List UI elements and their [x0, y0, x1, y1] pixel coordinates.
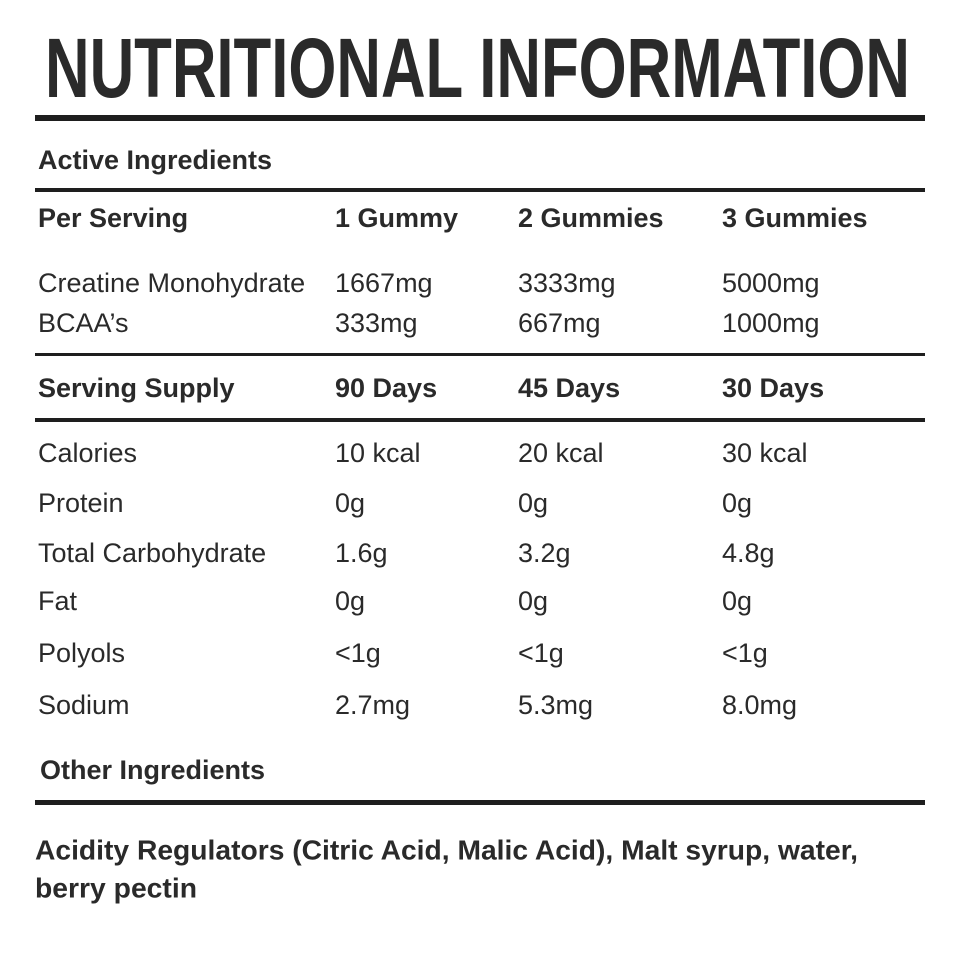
- cell: 0g: [335, 488, 365, 518]
- cell: 5000mg: [722, 268, 820, 298]
- cell: 45 Days: [518, 373, 620, 403]
- ingredients-line: Acidity Regulators (Citric Acid, Malic A…: [35, 834, 858, 865]
- cell: 30 kcal: [722, 438, 808, 468]
- cell: 3333mg: [518, 268, 616, 298]
- row-label: Protein: [38, 488, 124, 518]
- cell: 3 Gummies: [722, 203, 868, 233]
- row-label: Per Serving: [38, 203, 188, 233]
- row-label: Polyols: [38, 638, 125, 668]
- cell: 90 Days: [335, 373, 437, 403]
- row-label: Serving Supply: [38, 373, 235, 403]
- row-label: Total Carbohydrate: [38, 538, 266, 568]
- cell: 30 Days: [722, 373, 824, 403]
- title: NUTRITIONAL INFORMATION: [45, 21, 910, 115]
- cell: 333mg: [335, 308, 418, 338]
- row-label: Sodium: [38, 690, 130, 720]
- row-label: Creatine Monohydrate: [38, 268, 305, 298]
- cell: 0g: [518, 488, 548, 518]
- cell: 667mg: [518, 308, 601, 338]
- cell: 1000mg: [722, 308, 820, 338]
- cell: 8.0mg: [722, 690, 797, 720]
- cell: 1667mg: [335, 268, 433, 298]
- cell: 2 Gummies: [518, 203, 664, 233]
- cell: 3.2g: [518, 538, 571, 568]
- cell: <1g: [722, 638, 768, 668]
- rule: [35, 188, 925, 192]
- cell: 1 Gummy: [335, 203, 458, 233]
- cell: <1g: [335, 638, 381, 668]
- cell: 0g: [722, 586, 752, 616]
- cell: 10 kcal: [335, 438, 421, 468]
- row-label: BCAA’s: [38, 308, 129, 338]
- cell: 1.6g: [335, 538, 388, 568]
- row-label: Calories: [38, 438, 137, 468]
- rule: [35, 353, 925, 356]
- section-heading: Active Ingredients: [38, 145, 272, 175]
- ingredients-line: berry pectin: [35, 872, 197, 903]
- cell: 0g: [335, 586, 365, 616]
- cell: 2.7mg: [335, 690, 410, 720]
- cell: 5.3mg: [518, 690, 593, 720]
- cell: <1g: [518, 638, 564, 668]
- rule: [35, 418, 925, 422]
- cell: 20 kcal: [518, 438, 604, 468]
- rule: [35, 800, 925, 805]
- cell: 0g: [722, 488, 752, 518]
- section-heading: Other Ingredients: [40, 755, 265, 785]
- cell: 0g: [518, 586, 548, 616]
- rule: [35, 115, 925, 121]
- cell: 4.8g: [722, 538, 775, 568]
- row-label: Fat: [38, 586, 78, 616]
